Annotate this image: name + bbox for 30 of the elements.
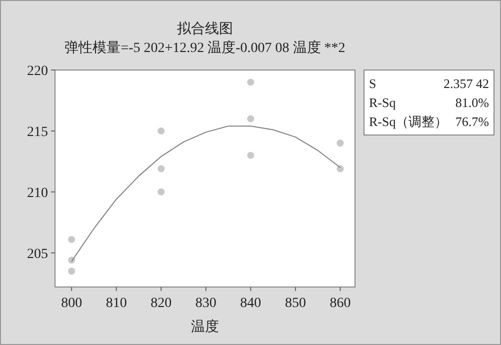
x-tick-label: 800 [61,296,82,311]
point [247,152,254,159]
chart-title: 拟合线图 [177,21,233,37]
point [247,115,254,122]
point [68,236,76,243]
x-tick-label: 860 [330,296,351,311]
point [158,165,165,172]
y-tick-label: 205 [27,246,48,262]
text: 76.7% [455,114,490,129]
text: S [369,76,376,91]
chart-subtitle: 弹性模量=-5 202+12.92 温度-0.007 08 温度 **2 [64,40,346,56]
text: R-Sq（调整） [369,114,448,129]
text: R-Sq [369,95,396,110]
text: 81.0% [455,95,490,110]
x-tick-label: 820 [150,296,172,311]
point [158,127,165,134]
point [68,268,76,275]
point [336,165,344,172]
text: 2.357 42 [444,76,489,91]
point [158,188,165,196]
x-axis-title: 温度 [191,319,219,335]
x-tick-label: 850 [284,296,306,311]
y-tick-label: 220 [27,64,48,79]
point [336,140,344,147]
y-tick-label: 215 [27,124,48,140]
y-tick-label: 210 [27,186,48,201]
x-tick-label: 840 [240,296,262,311]
x-tick-label: 810 [106,296,127,311]
point [247,78,254,86]
x-tick-label: 830 [195,296,216,311]
